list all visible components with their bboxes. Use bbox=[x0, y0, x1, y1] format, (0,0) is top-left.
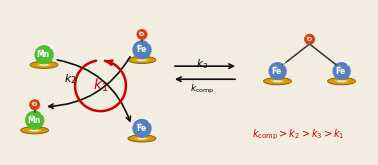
Text: Mn: Mn bbox=[27, 116, 40, 125]
Ellipse shape bbox=[333, 63, 351, 81]
Ellipse shape bbox=[25, 111, 44, 130]
Ellipse shape bbox=[138, 137, 146, 140]
Text: V: V bbox=[147, 40, 151, 45]
Ellipse shape bbox=[30, 129, 39, 131]
Ellipse shape bbox=[336, 66, 342, 71]
Ellipse shape bbox=[29, 100, 40, 111]
Text: O: O bbox=[31, 102, 37, 107]
Text: $k_2$: $k_2$ bbox=[64, 72, 77, 86]
Ellipse shape bbox=[307, 36, 310, 39]
Ellipse shape bbox=[334, 79, 349, 83]
Ellipse shape bbox=[138, 59, 146, 61]
Ellipse shape bbox=[135, 137, 149, 140]
Ellipse shape bbox=[132, 40, 152, 59]
Ellipse shape bbox=[128, 56, 156, 64]
Ellipse shape bbox=[40, 64, 48, 66]
Text: $k_3$: $k_3$ bbox=[196, 57, 208, 71]
Text: $k_{\rm comp} > k_2 > k_3 > k_1$: $k_{\rm comp} > k_2 > k_3 > k_1$ bbox=[252, 128, 344, 142]
Ellipse shape bbox=[328, 78, 355, 85]
Text: $k_1$: $k_1$ bbox=[93, 77, 108, 95]
Ellipse shape bbox=[136, 29, 147, 40]
Ellipse shape bbox=[133, 119, 152, 138]
Ellipse shape bbox=[273, 80, 282, 82]
Ellipse shape bbox=[305, 34, 315, 45]
Ellipse shape bbox=[132, 119, 152, 138]
Text: V: V bbox=[40, 111, 44, 116]
Ellipse shape bbox=[263, 78, 291, 85]
Ellipse shape bbox=[128, 135, 156, 142]
Ellipse shape bbox=[139, 31, 142, 34]
Ellipse shape bbox=[29, 115, 35, 120]
Ellipse shape bbox=[39, 49, 44, 54]
Ellipse shape bbox=[272, 66, 278, 71]
Ellipse shape bbox=[135, 58, 149, 62]
Text: III: III bbox=[147, 119, 153, 124]
Ellipse shape bbox=[337, 80, 346, 82]
Ellipse shape bbox=[29, 99, 40, 110]
Ellipse shape bbox=[26, 111, 45, 130]
Ellipse shape bbox=[304, 34, 315, 45]
Text: IV: IV bbox=[282, 62, 289, 67]
Text: O: O bbox=[306, 37, 311, 42]
Ellipse shape bbox=[35, 46, 54, 65]
Ellipse shape bbox=[268, 62, 287, 80]
Ellipse shape bbox=[333, 62, 350, 80]
Ellipse shape bbox=[21, 127, 48, 134]
Text: IV: IV bbox=[347, 62, 353, 67]
Ellipse shape bbox=[31, 101, 35, 104]
Text: Mn: Mn bbox=[36, 50, 50, 59]
Ellipse shape bbox=[136, 44, 142, 49]
Ellipse shape bbox=[34, 45, 54, 64]
Text: $k_{\rm comp}$: $k_{\rm comp}$ bbox=[190, 82, 214, 96]
Ellipse shape bbox=[137, 29, 148, 40]
Text: Fe: Fe bbox=[136, 124, 146, 133]
Text: O: O bbox=[139, 32, 144, 37]
Ellipse shape bbox=[37, 63, 51, 67]
Text: Fe: Fe bbox=[136, 45, 146, 54]
Text: Fe: Fe bbox=[271, 66, 282, 76]
Ellipse shape bbox=[270, 79, 285, 83]
Ellipse shape bbox=[27, 128, 42, 132]
Ellipse shape bbox=[136, 123, 142, 128]
Text: Fe: Fe bbox=[336, 66, 346, 76]
Text: III: III bbox=[49, 45, 55, 50]
Ellipse shape bbox=[30, 61, 58, 68]
Ellipse shape bbox=[269, 63, 287, 81]
Ellipse shape bbox=[133, 41, 152, 60]
